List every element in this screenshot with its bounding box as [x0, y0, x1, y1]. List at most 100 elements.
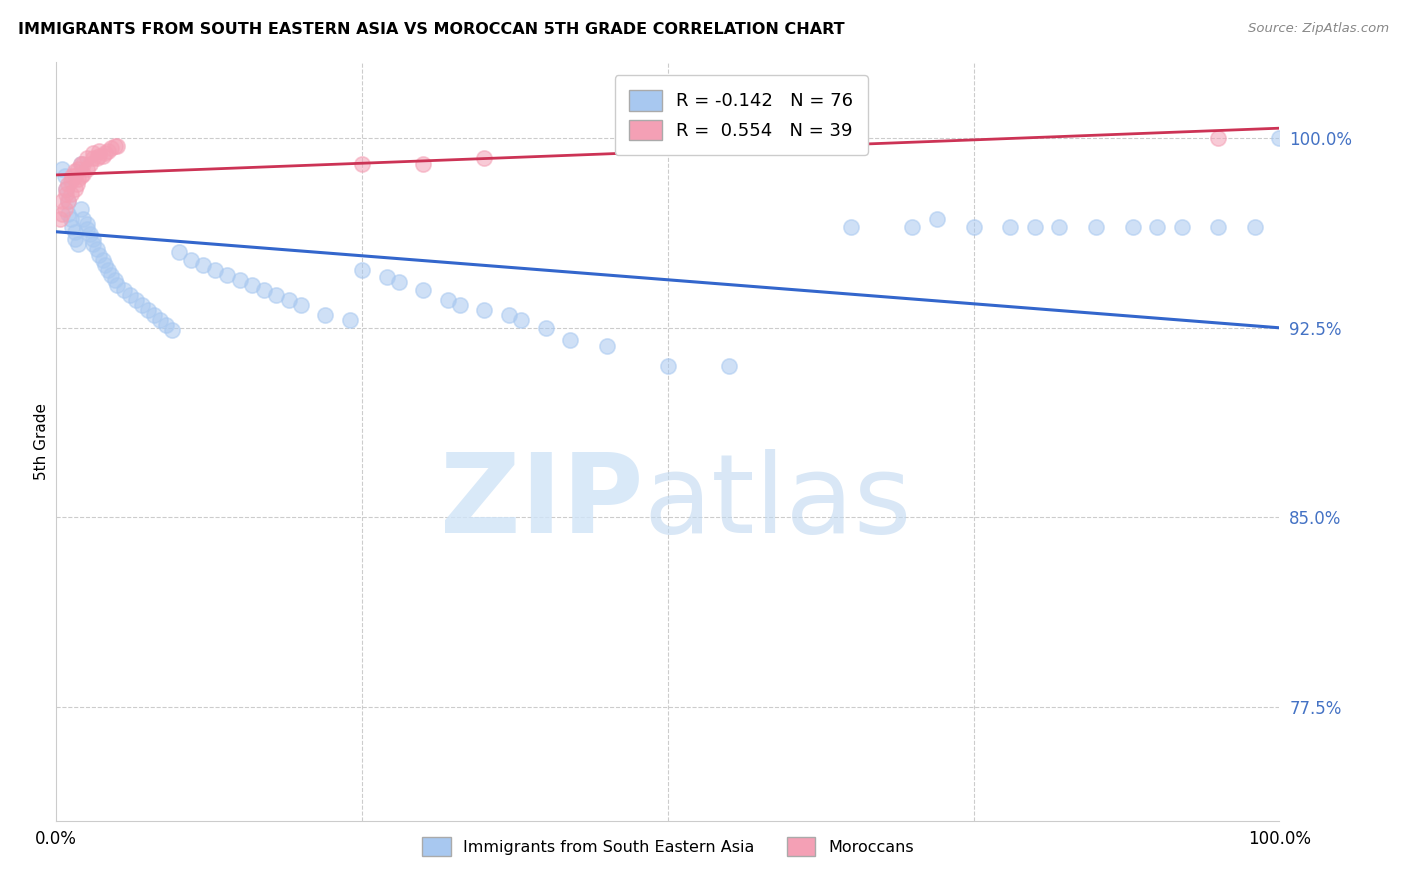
Point — [49, 212, 72, 227]
Point — [82, 146, 104, 161]
Point — [97, 144, 120, 158]
Point — [79, 227, 101, 242]
Point — [217, 268, 239, 282]
Point — [67, 161, 90, 176]
Point — [228, 273, 252, 287]
Legend: Immigrants from South Eastern Asia, Moroccans: Immigrants from South Eastern Asia, Moro… — [415, 830, 921, 862]
Point — [472, 152, 496, 166]
Point — [67, 237, 90, 252]
Point — [82, 152, 104, 166]
Point — [91, 149, 114, 163]
Point — [82, 237, 104, 252]
Point — [112, 283, 135, 297]
Point — [149, 313, 172, 327]
Point — [1000, 219, 1022, 234]
Point — [94, 258, 117, 272]
Y-axis label: 5th Grade: 5th Grade — [34, 403, 49, 480]
Point — [82, 232, 104, 246]
Point — [253, 283, 276, 297]
Text: IMMIGRANTS FROM SOUTH EASTERN ASIA VS MOROCCAN 5TH GRADE CORRELATION CHART: IMMIGRANTS FROM SOUTH EASTERN ASIA VS MO… — [18, 22, 845, 37]
Point — [72, 156, 94, 170]
Point — [60, 219, 83, 234]
Point — [107, 138, 129, 153]
Point — [449, 298, 471, 312]
Point — [86, 243, 108, 257]
Point — [76, 217, 98, 231]
Text: ZIP: ZIP — [440, 449, 644, 556]
Point — [107, 277, 129, 292]
Point — [91, 252, 114, 267]
Point — [55, 182, 77, 196]
Point — [339, 313, 361, 327]
Point — [412, 283, 434, 297]
Point — [55, 182, 77, 196]
Point — [100, 141, 122, 155]
Point — [63, 164, 86, 178]
Point — [53, 202, 76, 216]
Point — [290, 298, 312, 312]
Point — [510, 313, 533, 327]
Point — [76, 161, 98, 176]
Point — [375, 270, 398, 285]
Point — [718, 359, 741, 373]
Point — [58, 194, 80, 209]
Point — [155, 318, 177, 333]
Point — [79, 156, 101, 170]
Point — [1122, 219, 1144, 234]
Point — [53, 169, 76, 183]
Point — [125, 293, 148, 307]
Point — [1024, 219, 1046, 234]
Point — [100, 268, 122, 282]
Point — [66, 177, 89, 191]
Point — [901, 219, 924, 234]
Point — [104, 138, 127, 153]
Point — [87, 144, 110, 158]
Point — [352, 156, 374, 170]
Point — [1170, 219, 1192, 234]
Point — [76, 152, 98, 166]
Point — [1047, 219, 1070, 234]
Point — [162, 323, 184, 337]
Point — [55, 186, 77, 201]
Point — [76, 222, 98, 236]
Point — [131, 298, 153, 312]
Point — [1085, 219, 1108, 234]
Point — [59, 212, 82, 227]
Point — [277, 293, 299, 307]
Point — [596, 338, 619, 352]
Point — [63, 225, 86, 239]
Point — [204, 262, 226, 277]
Point — [60, 169, 83, 183]
Point — [87, 247, 110, 261]
Point — [180, 252, 202, 267]
Point — [136, 303, 159, 318]
Point — [962, 219, 984, 234]
Point — [63, 169, 86, 183]
Point — [58, 207, 80, 221]
Point — [1244, 219, 1267, 234]
Point — [412, 156, 434, 170]
Point — [352, 262, 374, 277]
Point — [925, 212, 948, 227]
Point — [472, 303, 496, 318]
Point — [69, 169, 91, 183]
Point — [63, 182, 86, 196]
Point — [558, 334, 581, 348]
Point — [436, 293, 458, 307]
Point — [59, 174, 82, 188]
Point — [94, 146, 117, 161]
Point — [67, 171, 90, 186]
Point — [388, 275, 411, 289]
Point — [240, 277, 263, 292]
Point — [51, 161, 73, 176]
Point — [58, 177, 80, 191]
Point — [69, 156, 91, 170]
Point — [59, 186, 82, 201]
Point — [841, 219, 863, 234]
Point — [69, 156, 91, 170]
Point — [72, 167, 94, 181]
Point — [1206, 219, 1229, 234]
Point — [118, 288, 141, 302]
Point — [657, 359, 679, 373]
Point — [266, 288, 288, 302]
